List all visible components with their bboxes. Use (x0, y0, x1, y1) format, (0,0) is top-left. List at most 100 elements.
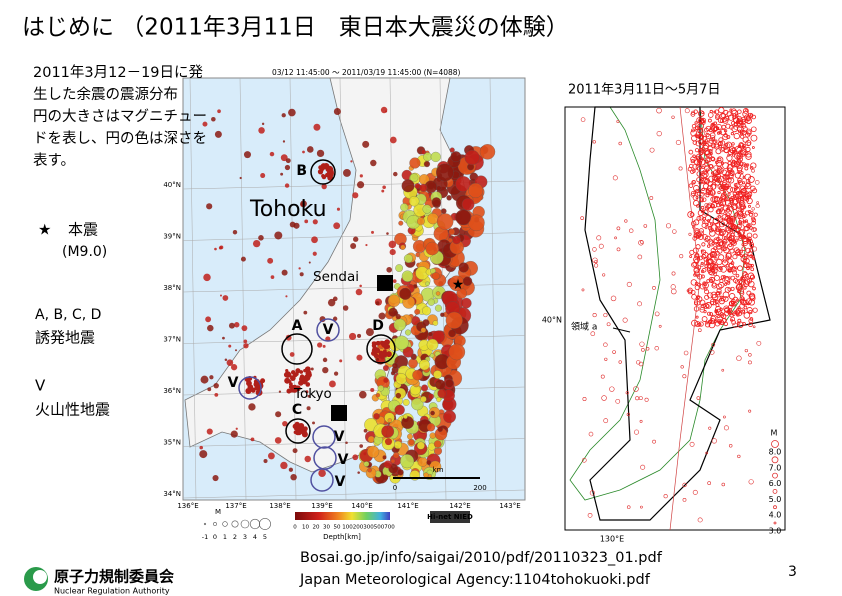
quake-dot (294, 421, 300, 428)
quake-dot (725, 227, 732, 233)
quake-dot (728, 237, 732, 242)
quake-dot (363, 428, 368, 433)
quake-dot (693, 185, 700, 192)
quake-dot (443, 410, 456, 424)
quake-dot (383, 377, 389, 383)
quake-dot (626, 505, 631, 509)
quake-dot (307, 394, 311, 398)
quake-dot (727, 149, 734, 155)
quake-dot (752, 257, 756, 261)
quake-dot (721, 259, 729, 266)
title: はじめに （2011年3月11日 東日本大震災の体験） (22, 15, 569, 41)
quake-dot (692, 154, 696, 159)
quake-dot (694, 298, 701, 306)
lat-line (182, 438, 526, 447)
magnitude-swatch (222, 521, 228, 527)
quake-dot (610, 295, 617, 302)
quake-dot (274, 231, 283, 240)
quake-dot (722, 415, 726, 419)
quake-dot (735, 273, 740, 278)
quake-dot (715, 209, 721, 215)
quake-dot (695, 196, 699, 199)
quake-dot (743, 150, 749, 156)
quake-dot (640, 464, 646, 470)
quake-dot (206, 203, 213, 210)
quake-dot (604, 357, 608, 361)
quake-dot (690, 169, 695, 174)
quake-dot (738, 191, 745, 198)
quake-dot (688, 232, 692, 236)
quake-dot (715, 173, 722, 180)
quake-dot (696, 295, 701, 299)
quake-dot (699, 305, 705, 311)
depth-tick: 20 (313, 525, 320, 531)
lon-label: 142°E (449, 502, 470, 510)
quake-dot (428, 393, 434, 400)
quake-dot (281, 269, 288, 276)
quake-dot (398, 220, 404, 226)
quake-dot (748, 204, 751, 208)
quake-dot (641, 348, 645, 352)
quake-dot (382, 474, 389, 481)
quake-dot (429, 353, 435, 358)
quake-dot (737, 158, 742, 164)
quake-dot (628, 228, 634, 233)
quake-dot (736, 223, 742, 229)
quake-dot (343, 168, 351, 177)
quake-dot (296, 425, 303, 432)
magnitude-swatch (249, 518, 261, 530)
quake-dot (716, 283, 723, 290)
quake-dot (448, 329, 456, 338)
quake-dot (719, 147, 725, 153)
quake-dot (721, 198, 726, 203)
quake-dot (724, 286, 731, 293)
quake-dot (698, 255, 703, 261)
quake-dot (226, 359, 234, 366)
quake-dot (436, 185, 442, 191)
quake-dot (737, 321, 741, 325)
quake-dot (747, 360, 752, 365)
quake-dot (431, 272, 440, 280)
quake-dot (728, 293, 736, 300)
quake-dot (358, 390, 367, 399)
quake-dot (693, 306, 700, 312)
quake-dot (222, 336, 225, 340)
quake-dot (380, 106, 388, 114)
quake-dot (729, 218, 735, 224)
left-map-dots (199, 106, 496, 485)
quake-dot (690, 111, 696, 117)
lon-label: 136°E (177, 502, 198, 510)
quake-dot (711, 342, 716, 347)
city-marker (331, 405, 347, 421)
quake-dot (736, 152, 744, 160)
quake-dot (728, 444, 733, 448)
depth-label: Depth[km] (323, 533, 361, 541)
quake-dot (713, 143, 720, 150)
quake-dot (740, 309, 745, 315)
lat-label: 39°N (163, 233, 181, 241)
quake-dot (288, 108, 296, 117)
quake-dot (710, 157, 716, 162)
page-number: 3 (788, 564, 797, 580)
quake-dot (719, 312, 724, 317)
quake-dot (393, 452, 400, 459)
quake-dot (699, 283, 706, 290)
quake-dot (750, 185, 756, 192)
magnitude-tick: 1 (223, 533, 227, 541)
quake-dot (199, 445, 203, 450)
quake-dot (243, 339, 248, 344)
quake-dot (742, 220, 746, 224)
quake-dot (401, 179, 415, 193)
source: Japan Meteorological Agency:1104tohokuok… (299, 572, 651, 588)
volcano-label: V (338, 452, 349, 468)
quake-dot (712, 129, 716, 133)
quake-dot (713, 271, 718, 276)
quake-dot (373, 413, 380, 420)
quake-dot (752, 307, 758, 313)
quake-dot (634, 429, 640, 435)
quake-dot (274, 437, 282, 444)
depth-tick: 300 (363, 525, 374, 531)
quake-dot (219, 245, 224, 250)
quake-dot (709, 109, 713, 114)
quake-dot (748, 409, 752, 413)
